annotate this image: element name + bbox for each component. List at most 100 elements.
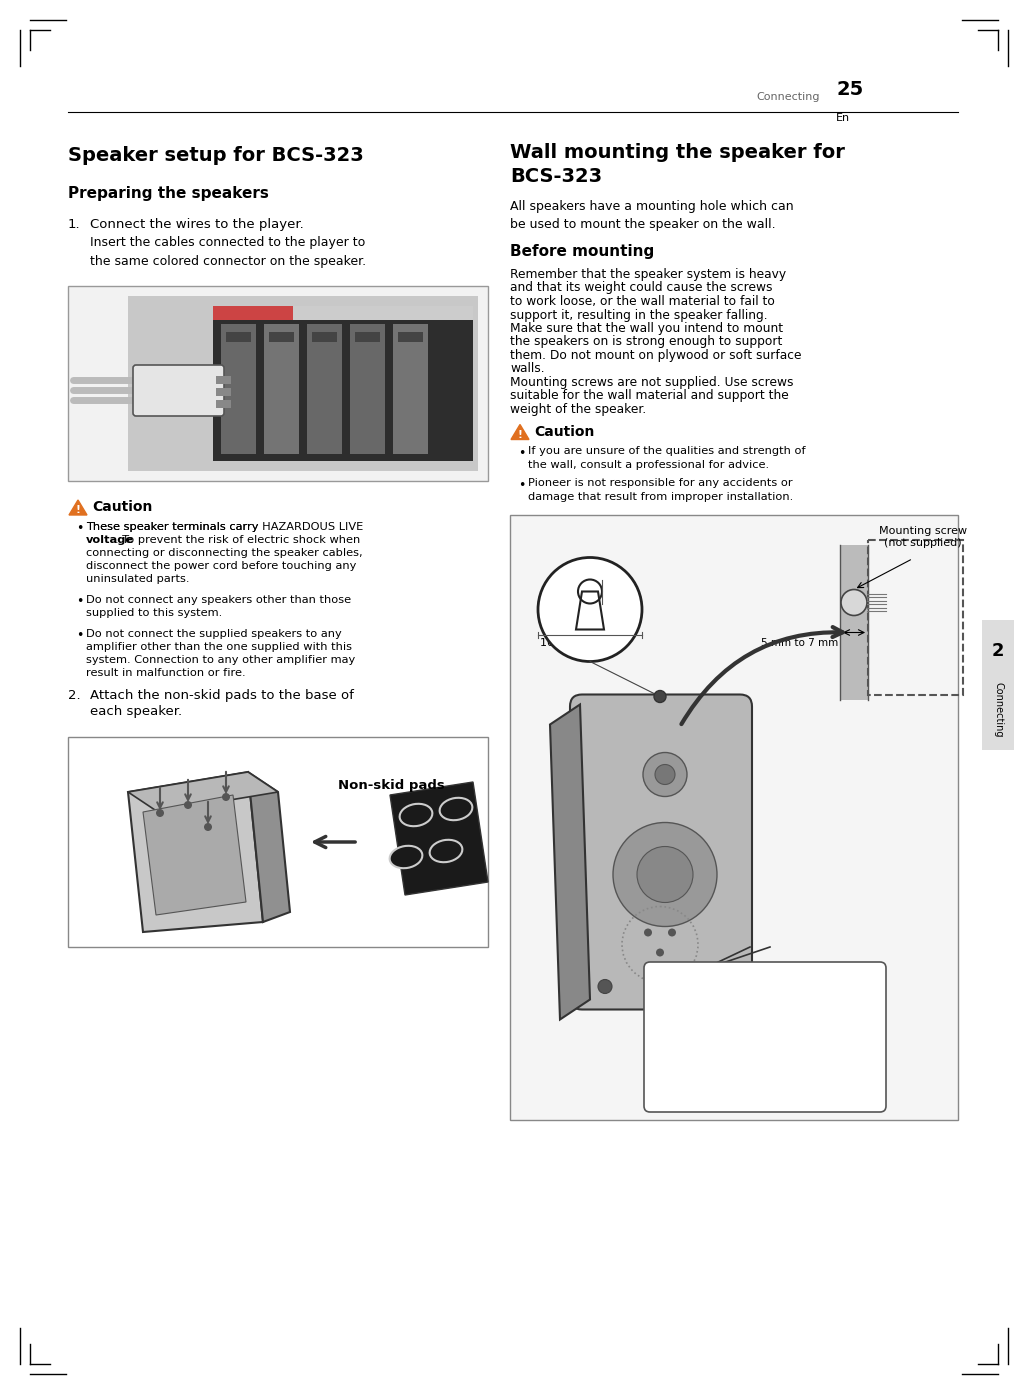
Text: If you are unsure of the qualities and strength of: If you are unsure of the qualities and s… — [528, 446, 806, 456]
Polygon shape — [128, 772, 263, 933]
Text: Mounting screws are not supplied. Use screws: Mounting screws are not supplied. Use sc… — [510, 376, 794, 389]
FancyBboxPatch shape — [264, 323, 299, 454]
FancyBboxPatch shape — [393, 323, 428, 454]
Text: connecting or disconnecting the speaker cables,: connecting or disconnecting the speaker … — [86, 548, 363, 558]
Text: Do not connect the supplied speakers to any: Do not connect the supplied speakers to … — [86, 629, 341, 638]
Text: Do not connect any speakers other than those: Do not connect any speakers other than t… — [86, 595, 352, 605]
Text: to work loose, or the wall material to fail to: to work loose, or the wall material to f… — [510, 296, 775, 308]
Text: •: • — [76, 629, 83, 643]
FancyBboxPatch shape — [269, 332, 294, 342]
Text: them. Do not mount on plywood or soft surface: them. Do not mount on plywood or soft su… — [510, 348, 802, 362]
Text: Connect the wires to the player.: Connect the wires to the player. — [90, 217, 303, 231]
Text: Connecting: Connecting — [757, 92, 820, 102]
FancyBboxPatch shape — [213, 307, 293, 321]
Text: All speakers have a mounting hole which can
be used to mount the speaker on the : All speakers have a mounting hole which … — [510, 199, 794, 231]
Text: 2.: 2. — [68, 689, 80, 703]
FancyBboxPatch shape — [570, 694, 752, 1009]
Text: amplifier other than the one supplied with this: amplifier other than the one supplied wi… — [86, 643, 352, 652]
Circle shape — [156, 809, 164, 817]
Circle shape — [656, 948, 664, 956]
Text: . To prevent the risk of electric shock when: . To prevent the risk of electric shock … — [115, 535, 360, 545]
Ellipse shape — [390, 846, 423, 868]
Circle shape — [655, 764, 675, 785]
FancyBboxPatch shape — [226, 332, 251, 342]
Text: 5 mm: 5 mm — [604, 587, 636, 597]
Text: the wall, consult a professional for advice.: the wall, consult a professional for adv… — [528, 460, 769, 470]
FancyBboxPatch shape — [221, 323, 256, 454]
Circle shape — [642, 753, 687, 796]
Text: This hole is used to fix the: This hole is used to fix the — [660, 980, 816, 993]
Polygon shape — [580, 704, 750, 999]
Polygon shape — [248, 772, 290, 921]
Text: Wall mounting the speaker for: Wall mounting the speaker for — [510, 144, 845, 162]
Text: and that its weight could cause the screws: and that its weight could cause the scre… — [510, 282, 772, 294]
Text: the speakers on is strong enough to support: the speakers on is strong enough to supp… — [510, 336, 782, 348]
Circle shape — [222, 793, 230, 802]
Ellipse shape — [430, 839, 463, 863]
Text: Mounting screw: Mounting screw — [879, 527, 967, 537]
FancyBboxPatch shape — [313, 332, 337, 342]
Text: result in malfunction or fire.: result in malfunction or fire. — [86, 668, 246, 677]
FancyBboxPatch shape — [307, 323, 342, 454]
Text: in injury.: in injury. — [660, 1062, 710, 1075]
Text: Do not use this hole: Do not use this hole — [712, 1018, 834, 1032]
Text: Speaker setup for BCS-323: Speaker setup for BCS-323 — [68, 146, 364, 164]
Circle shape — [538, 558, 642, 662]
Text: support it, resulting in the speaker falling.: support it, resulting in the speaker fal… — [510, 308, 768, 322]
Polygon shape — [390, 782, 488, 895]
Text: These speaker terminals carry HAZARDOUS LIVE: These speaker terminals carry HAZARDOUS … — [86, 521, 363, 533]
Text: suitable for the wall material and support the: suitable for the wall material and suppo… — [510, 389, 788, 403]
Ellipse shape — [645, 986, 675, 999]
Text: 5 mm to 7 mm: 5 mm to 7 mm — [761, 637, 838, 647]
FancyBboxPatch shape — [68, 737, 488, 947]
Text: •: • — [76, 521, 83, 535]
FancyBboxPatch shape — [133, 365, 224, 415]
Text: Make sure that the wall you intend to mount: Make sure that the wall you intend to mo… — [510, 322, 783, 335]
FancyBboxPatch shape — [128, 296, 478, 471]
Circle shape — [841, 590, 867, 616]
FancyBboxPatch shape — [213, 307, 473, 461]
Circle shape — [718, 980, 732, 994]
Text: En: En — [836, 113, 850, 123]
Text: Remember that the speaker system is heavy: Remember that the speaker system is heav… — [510, 268, 786, 282]
FancyBboxPatch shape — [216, 376, 231, 383]
Text: supplied to this system.: supplied to this system. — [86, 608, 222, 618]
Text: These speaker terminals carry: These speaker terminals carry — [86, 521, 262, 533]
Text: Preparing the speakers: Preparing the speakers — [68, 185, 269, 201]
FancyBboxPatch shape — [355, 332, 380, 342]
Text: each speaker.: each speaker. — [90, 705, 182, 718]
Circle shape — [668, 928, 676, 937]
FancyBboxPatch shape — [398, 332, 423, 342]
FancyBboxPatch shape — [68, 286, 488, 481]
Ellipse shape — [400, 804, 433, 827]
FancyBboxPatch shape — [350, 323, 386, 454]
Text: system. Connection to any other amplifier may: system. Connection to any other amplifie… — [86, 655, 356, 665]
Text: to mount on walls or ceilings.: to mount on walls or ceilings. — [660, 1034, 834, 1047]
Text: Caution: Caution — [534, 425, 594, 439]
Text: 10 mm: 10 mm — [540, 637, 579, 647]
Text: voltage: voltage — [86, 535, 134, 545]
Circle shape — [613, 822, 717, 927]
Polygon shape — [550, 704, 590, 1019]
Text: Pioneer is not responsible for any accidents or: Pioneer is not responsible for any accid… — [528, 478, 793, 488]
Circle shape — [644, 928, 652, 937]
Circle shape — [598, 980, 612, 994]
Text: Caution:: Caution: — [660, 1018, 715, 1032]
Polygon shape — [69, 500, 87, 514]
Text: BCS-323: BCS-323 — [510, 167, 602, 185]
Text: •: • — [76, 595, 83, 608]
Text: •: • — [518, 446, 525, 460]
Text: Insert the cables connected to the player to
the same colored connector on the s: Insert the cables connected to the playe… — [90, 236, 366, 268]
Text: 2: 2 — [992, 643, 1004, 659]
Text: •: • — [518, 478, 525, 492]
Circle shape — [184, 802, 192, 809]
Circle shape — [654, 690, 666, 703]
Text: 1.: 1. — [68, 217, 80, 231]
Text: !: ! — [517, 429, 522, 439]
Text: Non-skid pads: Non-skid pads — [338, 779, 445, 792]
Text: Connecting: Connecting — [993, 682, 1003, 737]
Text: uninsulated parts.: uninsulated parts. — [86, 574, 189, 584]
FancyBboxPatch shape — [840, 545, 868, 700]
Text: !: ! — [76, 505, 80, 514]
Text: Attach the non-skid pads to the base of: Attach the non-skid pads to the base of — [90, 689, 354, 703]
